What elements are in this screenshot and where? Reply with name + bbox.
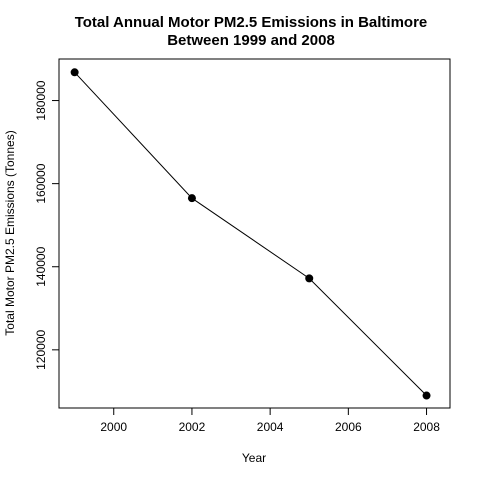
x-axis: 2000 2002 2004 2006 2008: [100, 407, 440, 434]
x-tick-label: 2004: [257, 420, 284, 434]
data-point: [305, 274, 314, 283]
data-point: [422, 391, 431, 400]
y-axis-label: Total Motor PM2.5 Emissions (Tonnes): [3, 130, 17, 335]
series-line: [74, 71, 427, 396]
data-point: [187, 194, 196, 203]
series: [70, 68, 431, 400]
y-tick-label: 120000: [34, 329, 48, 369]
chart-title-line-2: Between 1999 and 2008: [167, 32, 335, 49]
data-point: [70, 68, 79, 77]
x-tick-label: 2006: [335, 420, 362, 434]
plot-frame: [58, 58, 451, 409]
x-tick-label: 2000: [100, 420, 127, 434]
y-tick-label: 140000: [34, 246, 48, 286]
chart-title-line-1: Total Annual Motor PM2.5 Emissions in Ba…: [75, 14, 428, 31]
y-axis: 120000 140000 160000 180000: [34, 80, 60, 370]
y-tick-label: 180000: [34, 80, 48, 120]
x-tick-label: 2008: [413, 420, 440, 434]
x-tick-label: 2002: [179, 420, 206, 434]
y-tick-label: 160000: [34, 163, 48, 203]
x-axis-label: Year: [242, 451, 266, 465]
